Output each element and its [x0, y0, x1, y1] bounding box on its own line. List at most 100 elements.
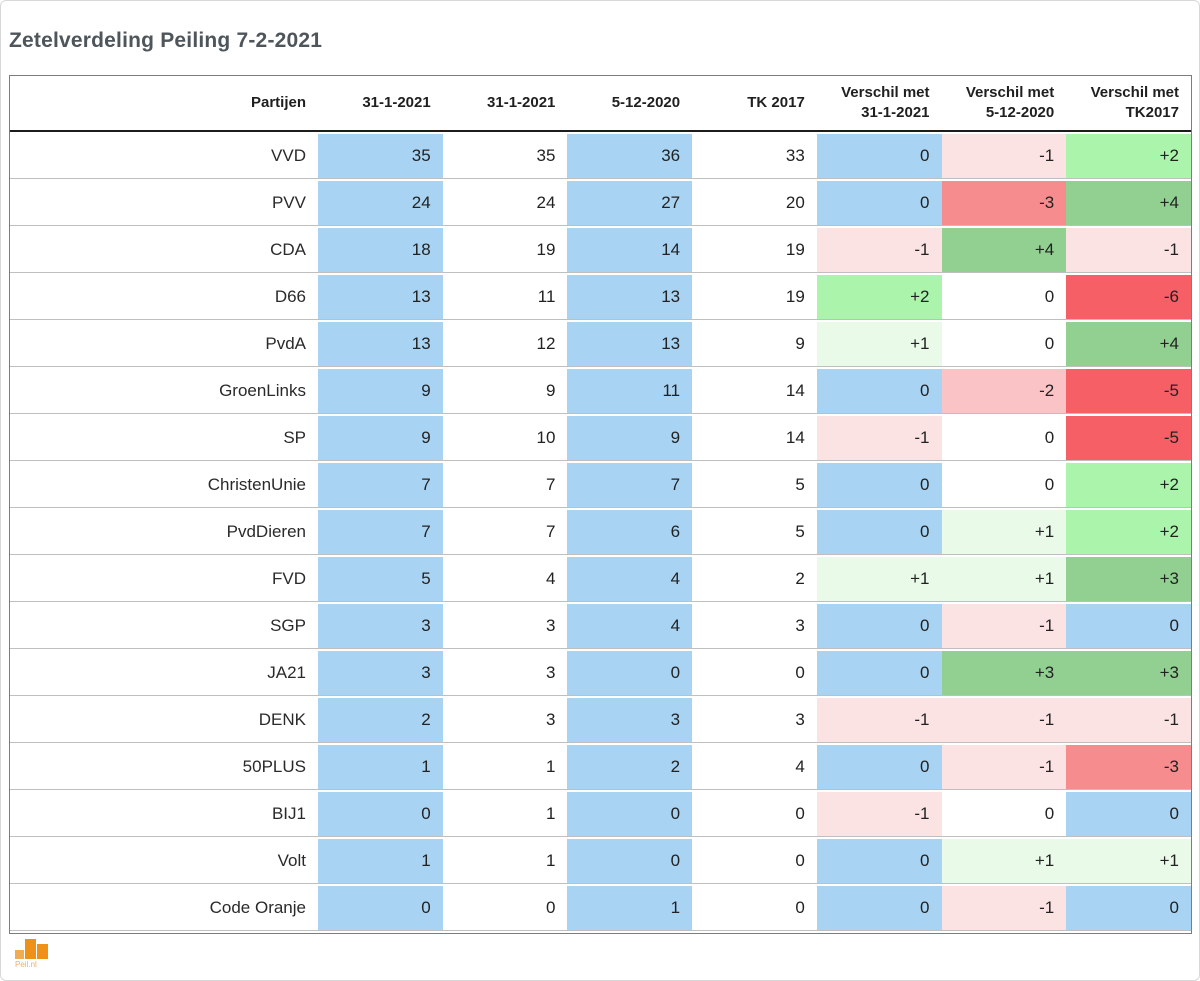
party-name-cell: FVD	[10, 557, 318, 602]
party-name-cell: Volt	[10, 839, 318, 884]
table-row: D66 13 11 13 19 +2 0 -6	[10, 275, 1191, 320]
column-header: 31-1-2021	[442, 78, 568, 132]
seat-distribution-table: Partijen 31-1-2021 31-1-2021 5-12-2020 TK 20…	[9, 75, 1192, 934]
party-name-cell: Code Oranje	[10, 886, 318, 931]
seat-cell: 19	[442, 228, 568, 273]
party-name-cell: PvdDieren	[10, 510, 318, 555]
peil-nl-logo: Peil.nl	[15, 939, 75, 969]
diff-cell: 0	[816, 886, 942, 931]
column-header: 31-1-2021	[318, 78, 443, 132]
table-row: FVD 5 4 4 2 +1 +1 +3	[10, 557, 1191, 602]
diff-cell: -5	[1066, 416, 1191, 461]
seat-cell: 36	[567, 134, 693, 179]
seat-cell: 3	[442, 651, 568, 696]
seat-cell: 13	[567, 322, 693, 367]
seat-cell: 1	[567, 886, 693, 931]
diff-cell: -1	[941, 698, 1067, 743]
table-header-row: Partijen 31-1-2021 31-1-2021 5-12-2020 TK 20…	[10, 78, 1191, 132]
seat-cell: 7	[567, 463, 693, 508]
table-row: PvdA 13 12 13 9 +1 0 +4	[10, 322, 1191, 367]
diff-cell: 0	[816, 181, 942, 226]
diff-cell: 0	[816, 134, 942, 179]
diff-cell: +2	[816, 275, 942, 320]
seat-cell: 3	[318, 604, 443, 649]
diff-cell: +1	[941, 839, 1067, 884]
party-name-cell: VVD	[10, 134, 318, 179]
diff-cell: +3	[1066, 557, 1191, 602]
seat-cell: 4	[442, 557, 568, 602]
seat-cell: 14	[692, 416, 817, 461]
diff-cell: -1	[816, 416, 942, 461]
seat-cell: 7	[318, 463, 443, 508]
seat-cell: 0	[692, 651, 817, 696]
table-row: VVD 35 35 36 33 0 -1 +2	[10, 134, 1191, 179]
party-name-cell: ChristenUnie	[10, 463, 318, 508]
diff-cell: -1	[816, 698, 942, 743]
diff-cell: 0	[941, 792, 1067, 837]
seat-cell: 24	[318, 181, 443, 226]
seat-cell: 0	[692, 792, 817, 837]
seat-cell: 2	[318, 698, 443, 743]
seat-cell: 2	[567, 745, 693, 790]
diff-cell: +3	[1066, 651, 1191, 696]
seat-cell: 4	[692, 745, 817, 790]
seat-cell: 3	[692, 698, 817, 743]
seat-cell: 6	[567, 510, 693, 555]
party-name-cell: JA21	[10, 651, 318, 696]
seat-cell: 11	[442, 275, 568, 320]
diff-cell: -1	[941, 134, 1067, 179]
party-name-cell: PVV	[10, 181, 318, 226]
seat-cell: 13	[318, 275, 443, 320]
table-row: SGP 3 3 4 3 0 -1 0	[10, 604, 1191, 649]
seat-cell: 1	[442, 792, 568, 837]
diff-cell: 0	[1066, 792, 1191, 837]
diff-cell: -2	[941, 369, 1067, 414]
diff-cell: 0	[816, 510, 942, 555]
party-name-cell: SGP	[10, 604, 318, 649]
party-name-cell: CDA	[10, 228, 318, 273]
table-row: PVV 24 24 27 20 0 -3 +4	[10, 181, 1191, 226]
party-name-cell: 50PLUS	[10, 745, 318, 790]
diff-cell: 0	[816, 651, 942, 696]
column-header: Verschil met 5-12-2020	[941, 78, 1067, 132]
party-name-cell: PvdA	[10, 322, 318, 367]
seat-cell: 0	[318, 792, 443, 837]
diff-cell: +3	[941, 651, 1067, 696]
seat-cell: 0	[442, 886, 568, 931]
logo-text: Peil.nl	[15, 960, 37, 969]
seat-cell: 7	[318, 510, 443, 555]
seat-cell: 0	[567, 651, 693, 696]
diff-cell: -6	[1066, 275, 1191, 320]
diff-cell: -5	[1066, 369, 1191, 414]
diff-cell: 0	[816, 604, 942, 649]
table-row: PvdDieren 7 7 6 5 0 +1 +2	[10, 510, 1191, 555]
seat-cell: 0	[692, 839, 817, 884]
seat-cell: 35	[318, 134, 443, 179]
diff-cell: 0	[816, 745, 942, 790]
seat-cell: 19	[692, 275, 817, 320]
column-header: Verschil met TK2017	[1066, 78, 1191, 132]
table-row: SP 9 10 9 14 -1 0 -5	[10, 416, 1191, 461]
seat-cell: 35	[442, 134, 568, 179]
diff-cell: +4	[1066, 322, 1191, 367]
table-row: 50PLUS 1 1 2 4 0 -1 -3	[10, 745, 1191, 790]
seat-cell: 12	[442, 322, 568, 367]
party-name-cell: BIJ1	[10, 792, 318, 837]
seat-cell: 7	[442, 510, 568, 555]
table-row: BIJ1 0 1 0 0 -1 0 0	[10, 792, 1191, 837]
diff-cell: +1	[816, 322, 942, 367]
seat-cell: 13	[318, 322, 443, 367]
column-header: 5-12-2020	[567, 78, 693, 132]
seat-cell: 33	[692, 134, 817, 179]
diff-cell: -3	[941, 181, 1067, 226]
diff-cell: 0	[941, 416, 1067, 461]
seat-cell: 7	[442, 463, 568, 508]
table-row: ChristenUnie 7 7 7 5 0 0 +2	[10, 463, 1191, 508]
seat-cell: 1	[442, 745, 568, 790]
seat-cell: 0	[692, 886, 817, 931]
diff-cell: -1	[941, 886, 1067, 931]
seat-cell: 1	[442, 839, 568, 884]
diff-cell: +1	[941, 557, 1067, 602]
column-header: Verschil met 31-1-2021	[816, 78, 942, 132]
table-row: JA21 3 3 0 0 0 +3 +3	[10, 651, 1191, 696]
